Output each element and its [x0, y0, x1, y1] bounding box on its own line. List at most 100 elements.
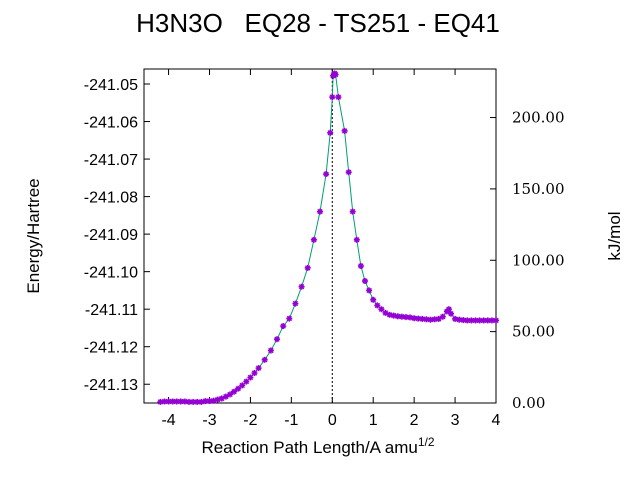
data-point — [335, 94, 342, 101]
data-point — [280, 323, 287, 330]
data-point — [323, 171, 330, 178]
data-point-d2 — [292, 300, 299, 307]
x-axis-ticks: -4 -3 -2 -1 0 1 2 3 4 — [161, 69, 501, 429]
data-point — [247, 374, 254, 381]
data-point — [235, 385, 242, 392]
y-axis-ticks: -241.05 -241.06 -241.07 -241.08 -241.09 -241.… — [84, 77, 150, 394]
data-point-d2 — [251, 370, 258, 376]
data-point-d2 — [239, 382, 245, 389]
data-point-d2 — [346, 169, 352, 175]
plot-frame — [143, 68, 497, 404]
data-point — [332, 71, 339, 78]
data-point-d2 — [247, 374, 254, 381]
data-point — [374, 302, 381, 309]
x-tick-label: 1 — [369, 412, 378, 429]
data-point — [243, 378, 250, 385]
data-point-d2 — [332, 71, 339, 78]
y-tick-label: -241.11 — [85, 302, 138, 319]
data-point-d2 — [423, 316, 430, 322]
data-point-d2 — [280, 323, 286, 329]
data-point-d2 — [395, 313, 401, 319]
data-point — [202, 398, 209, 405]
data-point — [274, 336, 280, 343]
data-point-d2 — [440, 314, 446, 320]
data-point-d2 — [243, 378, 249, 385]
data-point-d2 — [350, 208, 356, 215]
data-point-d2 — [202, 398, 209, 404]
data-point — [370, 296, 377, 303]
data-point — [310, 236, 317, 243]
data-point — [267, 347, 274, 354]
data-point-d2 — [170, 398, 176, 405]
x-axis-label-main: Reaction Path Length/A amu — [201, 438, 417, 457]
data-point-d2 — [370, 297, 376, 303]
data-point-d2 — [362, 278, 368, 284]
data-point — [255, 365, 262, 372]
data-point-d2 — [227, 391, 233, 398]
y-axis-label: Energy/Hartree — [24, 178, 43, 293]
data-point-d2 — [407, 314, 413, 321]
data-point-d2 — [427, 317, 434, 323]
y-tick-label: -241.06 — [84, 115, 138, 132]
data-point-d2 — [182, 398, 188, 405]
data-point-d2 — [472, 317, 479, 324]
y-tick-label: -241.12 — [84, 340, 138, 357]
data-point-d2 — [489, 317, 495, 324]
x-tick-label: -3 — [202, 412, 216, 429]
data-point — [357, 263, 364, 269]
data-point-d2 — [335, 94, 342, 100]
data-point-d2 — [354, 237, 360, 243]
data-point-d2 — [206, 398, 213, 404]
x-tick-label: -1 — [284, 412, 298, 429]
data-point — [411, 315, 418, 322]
data-point — [286, 315, 293, 322]
data-point — [468, 317, 475, 324]
y2-tick-label: 50.00 — [512, 323, 555, 341]
data-point — [327, 129, 334, 136]
data-point — [239, 382, 246, 389]
energy-markers — [157, 70, 499, 405]
x-tick-label: 4 — [492, 412, 501, 429]
data-point-d2 — [378, 306, 385, 312]
data-point-d2 — [411, 315, 417, 321]
y-tick-label: -241.13 — [84, 377, 138, 394]
data-point — [169, 398, 176, 405]
data-point — [439, 313, 446, 320]
data-point-d2 — [366, 287, 372, 294]
data-point-d2 — [311, 237, 317, 243]
data-point-d2 — [448, 311, 454, 317]
data-point-d2 — [235, 386, 241, 392]
y-tick-label: -241.10 — [84, 265, 138, 282]
data-point-d2 — [268, 347, 274, 354]
data-point — [419, 315, 426, 322]
x-axis-label: Reaction Path Length/A amu1/2 — [201, 435, 434, 457]
data-point-d2 — [399, 314, 405, 320]
data-point-d2 — [190, 399, 196, 405]
data-point-d2 — [374, 302, 380, 309]
data-point-d2 — [305, 265, 311, 271]
data-point-d2 — [161, 398, 168, 405]
x-tick-label: -2 — [243, 412, 257, 429]
data-point-d2 — [382, 310, 389, 316]
data-point-d2 — [485, 317, 491, 324]
data-point — [345, 169, 352, 176]
data-point — [251, 370, 258, 376]
data-point-d2 — [317, 208, 323, 215]
data-point-d2 — [481, 317, 487, 324]
data-point — [317, 208, 323, 215]
data-point-d2 — [456, 317, 462, 323]
y-tick-label: -241.09 — [84, 227, 138, 244]
data-point — [445, 306, 452, 313]
y2-tick-label: 200.00 — [512, 109, 565, 127]
data-point-d2 — [178, 398, 184, 405]
data-point — [298, 283, 305, 290]
data-point-d2 — [255, 365, 262, 371]
data-point — [493, 317, 499, 324]
data-point — [261, 356, 268, 363]
data-point-d2 — [329, 94, 335, 100]
energy-curve — [160, 72, 496, 403]
data-point-d2 — [386, 312, 393, 318]
data-point-d2 — [358, 263, 364, 269]
y-tick-label: -241.08 — [84, 190, 138, 207]
